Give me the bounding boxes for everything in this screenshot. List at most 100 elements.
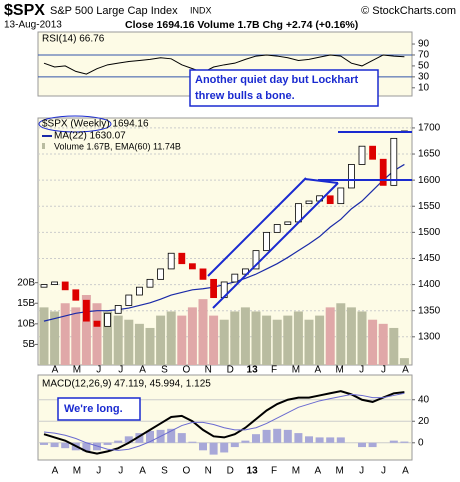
legend: $SPX (Weekly) 1694.16 <box>42 119 149 130</box>
volume-bar <box>315 315 325 365</box>
volume-bar <box>251 311 261 365</box>
volume-bar <box>124 319 134 365</box>
tick-label: 50 <box>418 61 430 72</box>
histogram-bar <box>294 433 303 443</box>
candle <box>125 294 133 306</box>
candle <box>114 305 122 314</box>
volume-bar <box>103 311 113 365</box>
volume-bar <box>50 311 60 365</box>
histogram-bar <box>230 442 239 448</box>
volume-bar <box>113 315 123 365</box>
histogram-bar <box>124 436 133 443</box>
x-tick-label: M <box>336 365 344 376</box>
macd-line <box>43 390 405 455</box>
volume-bar <box>346 307 356 365</box>
x-tick-label: M <box>292 466 300 477</box>
legend-swatch <box>42 143 45 149</box>
tick-label: 1700 <box>418 123 441 134</box>
candle <box>104 312 111 327</box>
histogram-bar <box>305 436 313 443</box>
candle <box>390 137 398 186</box>
candle <box>210 278 218 299</box>
tick-label: 10 <box>418 82 430 93</box>
volume-bar <box>304 319 314 365</box>
volume-bar <box>81 295 91 365</box>
tick-label: 10B <box>17 318 35 329</box>
histogram-bar <box>40 442 48 445</box>
volume-bar <box>60 303 70 365</box>
volume-bar <box>272 319 282 365</box>
tick-label: 1550 <box>418 201 441 212</box>
annotation: Another quiet day but Lockhart <box>195 74 359 86</box>
tick-label: 1500 <box>418 227 441 238</box>
x-tick-label: J <box>381 365 386 376</box>
candle <box>178 252 186 265</box>
tick-label: 90 <box>418 39 430 50</box>
histogram-bar <box>61 442 70 449</box>
x-tick-label: J <box>118 466 123 477</box>
volume-bar <box>336 303 346 365</box>
histogram-bar <box>252 434 260 443</box>
x-tick-label: F <box>271 466 277 477</box>
volume-bar <box>325 307 335 365</box>
histogram-bar <box>177 433 186 443</box>
volume-bar <box>389 327 399 365</box>
histogram-bar <box>103 442 112 445</box>
histogram-bar <box>389 440 398 443</box>
tick-label: 20 <box>418 416 430 427</box>
volume-bar <box>145 327 155 365</box>
histogram-bar <box>114 440 123 443</box>
legend: Volume 1.67B, EMA(60) 11.74B <box>54 141 181 151</box>
x-tick-label: M <box>73 466 81 477</box>
candle <box>93 320 101 327</box>
rsi-line <box>43 54 405 75</box>
tick-label: 15B <box>17 298 35 309</box>
tick-label: 1400 <box>418 279 441 290</box>
x-tick-label: A <box>314 466 321 477</box>
histogram-bar <box>93 442 101 451</box>
volume-bar <box>134 323 144 365</box>
candle <box>83 299 90 322</box>
volume-bar <box>378 323 388 365</box>
volume-bar <box>262 315 272 365</box>
volume-bar <box>283 315 293 365</box>
x-tick-label: D <box>227 365 234 376</box>
volume-bar <box>240 307 250 365</box>
histogram-bar <box>241 440 250 443</box>
x-tick-label: D <box>227 466 234 477</box>
volume-bar <box>368 319 378 365</box>
histogram-bar <box>315 437 324 443</box>
tick-label: 1650 <box>418 149 441 160</box>
volume-bar <box>209 315 219 365</box>
histogram-bar <box>273 428 282 443</box>
x-tick-label: M <box>73 365 81 376</box>
histogram-bar <box>358 442 366 448</box>
x-tick-label: A <box>402 466 409 477</box>
candle <box>72 289 80 301</box>
histogram-bar <box>167 428 176 443</box>
x-tick-label: M <box>292 365 300 376</box>
tick-label: 1300 <box>418 331 441 342</box>
candle <box>337 187 345 205</box>
volume-bar <box>357 311 367 365</box>
tick-label: 1350 <box>418 305 441 316</box>
x-tick-label: A <box>139 466 146 477</box>
candle <box>51 281 58 285</box>
candle <box>157 268 165 280</box>
trendline <box>212 182 339 309</box>
x-tick-label: J <box>96 365 101 376</box>
candle <box>379 158 387 186</box>
volume-bar <box>71 307 81 365</box>
x-tick-label: O <box>183 466 191 477</box>
tick-label: 30 <box>418 71 430 82</box>
volume-bar <box>198 299 208 365</box>
tick-label: 1450 <box>418 253 441 264</box>
volume-bar <box>156 315 166 365</box>
annotation: threw bulls a bone. <box>195 90 295 102</box>
candle <box>305 200 313 205</box>
volume-bar <box>219 319 229 365</box>
candle <box>263 231 271 252</box>
candle <box>231 273 239 283</box>
histogram-bar <box>368 442 377 448</box>
histogram-bar <box>199 442 207 451</box>
